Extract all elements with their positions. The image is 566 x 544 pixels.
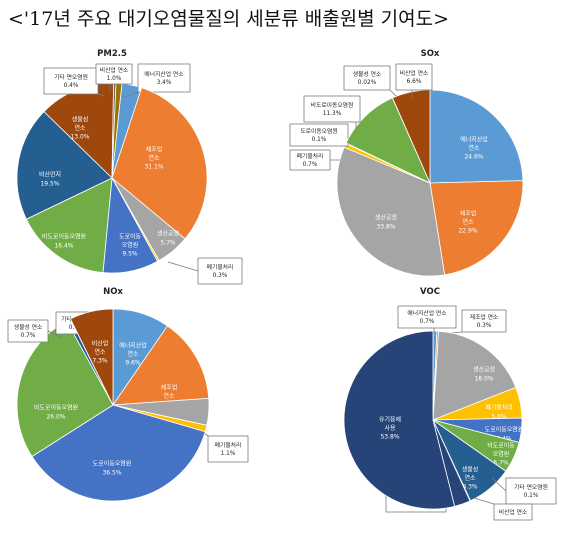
callout-기타-면오염원: 기타 면오염원 0.4% [43,67,105,97]
callout-label-비도로이동오염원: 비도로이동오염원 11.3% [311,101,354,117]
callout-제조업-연소: 제조업 연소 0.3% [439,309,507,335]
slice-label-비도로이동오염원: 비도로이동오염원 26.0% [34,404,78,421]
slice-label-유기용제-사용: 유기용제 사용 53.8% [379,415,401,440]
callout-폐기물처리: 폐기물처리 1.1% [199,429,249,463]
slice-유기용제-사용 [343,330,456,510]
slice-label-도로이동-오염원: 도로이동 오염원 9.5% [119,232,142,257]
callout-label-생물성-연소: 생물성 연소 0.7% [14,323,43,339]
callout-label-폐기물처리: 폐기물처리 1.1% [215,441,242,457]
slice-label-비산먼지: 비산먼지 19.5% [39,171,61,188]
slice-비도로이동오염원 [25,177,113,274]
callout-label-생물성-연소: 생물성 연소 0.02% [353,70,382,86]
callout-label-기타-면오염원: 기타 면오염원 0.1% [514,483,548,499]
slice-에너지산업-연소 [429,89,524,184]
callout-생물성-연소: 생물성 연소 0.7% [7,319,63,343]
callout-label-도로이동오염원: 도로이동오염원 0.1% [300,127,337,143]
slice-생산공정 [432,330,517,421]
callout-도로이동오염원: 도로이동오염원 0.1% [289,123,349,147]
slice-label-생산공정: 생산공정 33.8% [375,214,397,231]
callout-label-폐기물처리: 폐기물처리 0.3% [207,263,234,279]
slice-제조업-연소 [112,325,210,406]
callout-label-비산업-연소: 비산업 연소 1.0% [100,66,129,82]
pie-voc: VOC 에너지산업 연소 0.7% 제조업 연소 0.3% 생산공정 18.0% 폐기물처리 5… [343,287,557,521]
slice-label-비산업-연소: 비산업 연소 7.3% [92,339,109,364]
callout-폐기물처리: 폐기물처리 0.7% [289,149,340,171]
slice-label-생산공정: 생산공정 18.0% [473,366,495,383]
slice-생산공정 [336,146,446,277]
callout-비도로이동오염원: 비도로이동오염원 11.3% [303,95,361,128]
callout-label-폐기물처리: 폐기물처리 0.7% [297,152,324,168]
pie-nox: NOx에너지산업연소9.6%제조업연소14.3%생산공정4.5%폐기물처리1.1… [7,287,249,502]
callout-label-비산업-연소: 비산업 연소 [499,508,528,516]
chart-title: SOx [421,49,440,59]
callout-에너지산업-연소: 에너지산업 연소 0.7% [397,305,457,334]
callout-label-에너지산업-연소: 에너지산업 연소 0.7% [407,309,447,325]
slice-label-생물성-연소: 생물성 연소 13.0% [70,115,89,140]
slice-비산업-연소 [69,308,114,406]
slice-label-도로이동오염원: 도로이동오염원 36.5% [93,460,132,477]
slice-label-제조업-연소: 제조업 연소 31.1% [144,145,163,170]
slice-label-제조업-연소: 제조업 연소 22.9% [458,209,477,234]
slice-label-생물성-연소: 생물성 연소 8.3% [462,465,479,490]
callout-폐기물처리: 폐기물처리 0.3% [167,257,243,285]
slice-제조업-연소 [429,180,524,276]
pie-pm25: PM2.5 에너지산업 연소 3.4% 제조업 연소 31.1% 생산공정 5.7% 폐기물처리… [16,49,243,285]
callout-생물성-연소: 생물성 연소 0.02% [343,65,399,99]
slice-label-생산공정: 생산공정 5.7% [157,230,179,247]
callout-label-비산업-연소: 비산업 연소 6.6% [400,69,429,85]
callout-label-제조업-연소: 제조업 연소 0.3% [470,313,499,329]
page-title: <'17년 주요 대기오염물질의 세분류 배출원별 기여도> [8,8,450,30]
slice-제조업-연소 [111,87,208,240]
slice-label-비도로이동오염원: 비도로이동오염원 16.4% [42,233,86,250]
callout-label-에너지산업-연소: 에너지산업 연소 3.4% [144,70,184,86]
slice-label-폐기물처리: 폐기물처리 5.6% [485,404,513,421]
callout-기타-면오염원: 기타 면오염원 0.1% [491,477,557,505]
slice-label-에너지산업-연소: 에너지산업 연소 9.6% [119,341,147,366]
callout-비산업-연소: 비산업 연소 [473,497,533,521]
chart-title: PM2.5 [97,49,127,59]
callout-비산업-연소: 비산업 연소 6.6% [395,63,433,98]
callout-에너지산업-연소: 에너지산업 연소 3.4% [121,63,191,99]
pie-sox: SOx 에너지산업 연소 24.6% 제조업 연소 22.9% 생산공정 33.8% 폐기물처리 0… [289,49,524,277]
slice-비도로이동오염원 [345,97,431,184]
slice-label-에너지산업-연소: 에너지산업 연소 24.6% [460,135,488,160]
callout-label-기타-면오염원: 기타 면오염원 0.4% [54,73,88,89]
slice-비도로이동오염원 [16,320,114,458]
chart-title: VOC [420,287,440,297]
slice-label-비도로이동-오염원: 비도로이동 오염원 5.7% [487,441,515,466]
slice-비산먼지 [16,111,113,220]
chart-title: NOx [103,287,123,297]
callout-비산업-연소: 비산업 연소 1.0% [95,63,133,92]
